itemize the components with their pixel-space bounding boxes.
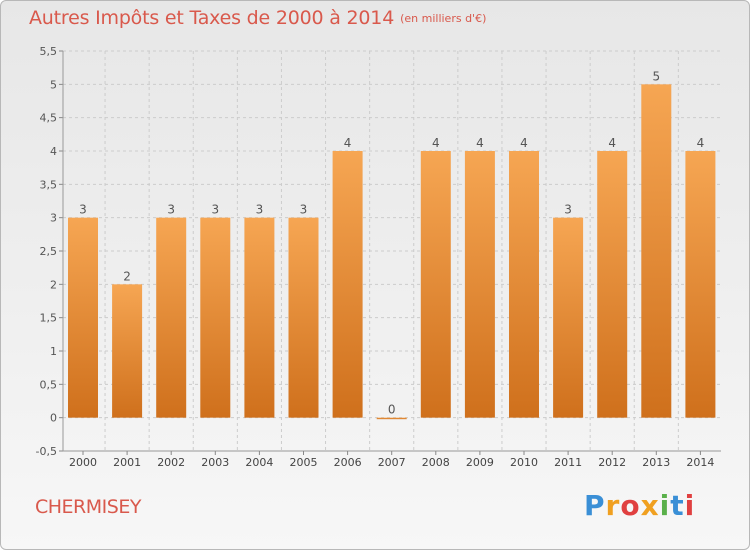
title-text: Autres Impôts et Taxes de 2000 à 2014 [29, 7, 395, 29]
logo-letter: t [670, 489, 685, 522]
x-tick-label: 2009 [466, 456, 494, 469]
y-tick-label: 5,5 [40, 45, 58, 58]
logo-letter: P [584, 489, 606, 522]
y-tick-label: 4 [50, 145, 57, 158]
y-tick-label: 3 [50, 212, 57, 225]
logo-letter: i [684, 489, 696, 522]
data-label: 4 [520, 136, 528, 150]
bar [244, 217, 275, 418]
bar [200, 217, 231, 418]
logo-letter: r [605, 489, 621, 522]
x-tick-label: 2012 [598, 456, 626, 469]
x-tick-label: 2000 [69, 456, 97, 469]
logo-letter: x [640, 489, 660, 522]
x-tick-label: 2008 [422, 456, 450, 469]
logo-letter: o [620, 489, 641, 522]
data-label: 3 [79, 203, 87, 217]
bar [553, 217, 584, 418]
data-label: 3 [167, 203, 175, 217]
x-tick-label: 2005 [290, 456, 318, 469]
bar [112, 284, 143, 418]
bar [420, 151, 451, 418]
x-tick-label: 2010 [510, 456, 538, 469]
chart-title: Autres Impôts et Taxes de 2000 à 2014 (en… [29, 7, 486, 29]
proxiti-logo[interactable]: Proxiti [584, 489, 695, 522]
y-tick-label: 1 [50, 345, 57, 358]
y-tick-label: 5 [50, 78, 57, 91]
bar [376, 417, 407, 420]
data-label: 4 [432, 136, 440, 150]
x-tick-label: 2007 [378, 456, 406, 469]
y-tick-label: -0,5 [36, 445, 57, 458]
x-tick-label: 2013 [642, 456, 670, 469]
x-tick-label: 2003 [201, 456, 229, 469]
bar [288, 217, 319, 418]
data-label: 5 [652, 69, 660, 83]
y-tick-label: 0 [50, 412, 57, 425]
place-name: CHERMISEY [35, 496, 141, 518]
data-label: 4 [608, 136, 616, 150]
data-label: 0 [388, 403, 396, 417]
y-tick-label: 1,5 [40, 312, 58, 325]
bar [597, 151, 628, 418]
data-label: 3 [256, 203, 264, 217]
title-unit: (en milliers d'€) [400, 12, 487, 25]
x-tick-label: 2002 [157, 456, 185, 469]
bar [509, 151, 539, 418]
x-tick-label: 2011 [554, 456, 582, 469]
data-label: 4 [344, 136, 352, 150]
x-tick-label: 2014 [686, 456, 714, 469]
y-tick-label: 2 [50, 278, 57, 291]
bar [332, 151, 363, 418]
bar [641, 84, 672, 418]
data-label: 3 [300, 203, 308, 217]
y-tick-label: 4,5 [40, 112, 58, 125]
logo-letter: i [659, 489, 671, 522]
y-tick-label: 2,5 [40, 245, 58, 258]
data-label: 3 [564, 203, 572, 217]
data-label: 3 [211, 203, 219, 217]
x-tick-label: 2004 [245, 456, 273, 469]
x-tick-label: 2001 [113, 456, 141, 469]
data-label: 4 [476, 136, 484, 150]
x-tick-label: 2006 [334, 456, 362, 469]
y-tick-label: 3,5 [40, 178, 58, 191]
data-label: 4 [697, 136, 705, 150]
y-tick-label: 0,5 [40, 378, 58, 391]
bar [685, 151, 716, 418]
data-label: 2 [123, 269, 131, 283]
bar [68, 217, 98, 418]
bar [464, 151, 495, 418]
bar [156, 217, 187, 418]
